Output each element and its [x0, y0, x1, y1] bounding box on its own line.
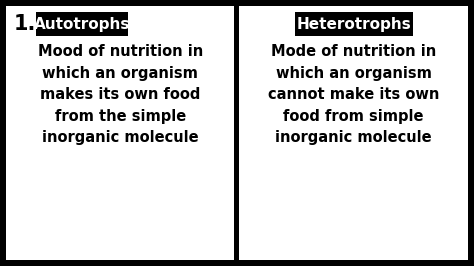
Bar: [6, 6, 235, 260]
Text: Heterotrophs: Heterotrophs: [296, 16, 411, 31]
Bar: [239, 6, 468, 260]
Bar: [295, 12, 413, 36]
Text: Mood of nutrition in
which an organism
makes its own food
from the simple
inorga: Mood of nutrition in which an organism m…: [37, 44, 203, 146]
Text: Mode of nutrition in
which an organism
cannot make its own
food from simple
inor: Mode of nutrition in which an organism c…: [268, 44, 439, 146]
Bar: [36, 12, 128, 36]
Text: Autotrophs: Autotrophs: [34, 16, 130, 31]
Text: 1.: 1.: [14, 14, 36, 34]
